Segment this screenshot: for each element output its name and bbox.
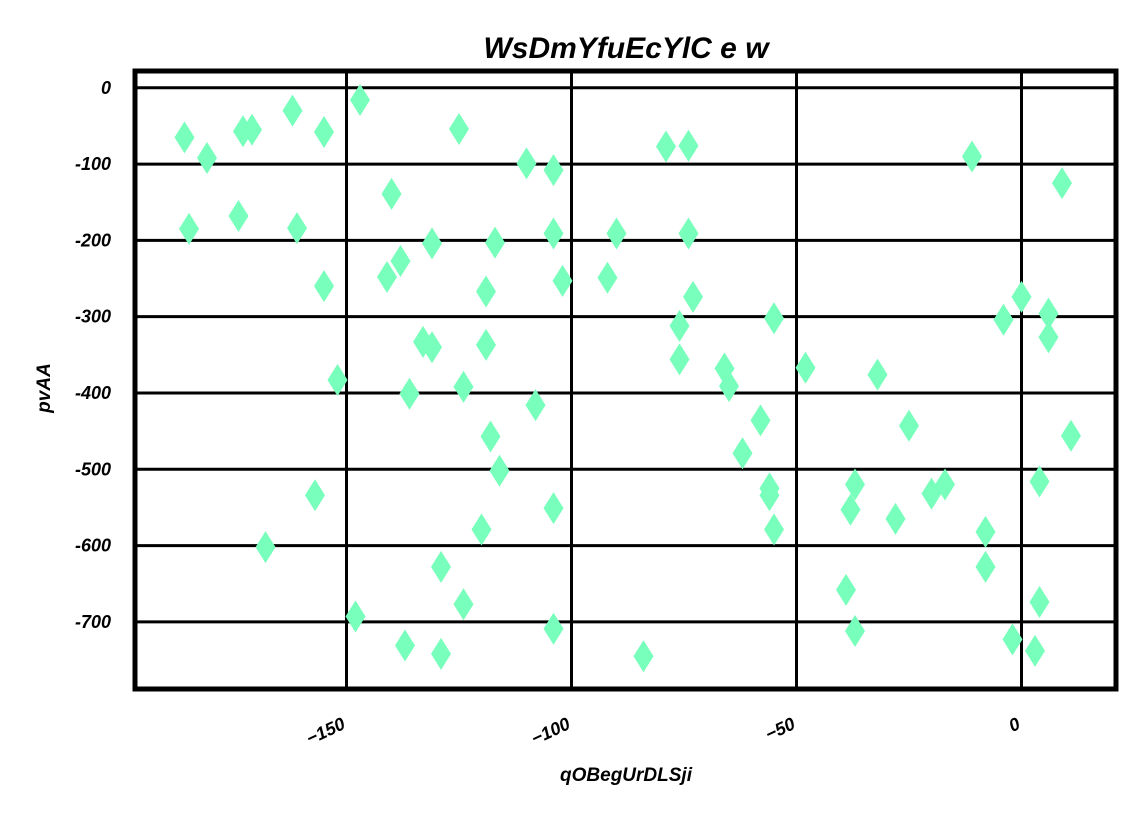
data-point bbox=[525, 389, 546, 422]
data-point bbox=[845, 615, 865, 648]
data-point bbox=[179, 212, 199, 245]
data-point bbox=[476, 328, 496, 361]
x-axis-label: qOBegUrDLSji bbox=[560, 765, 693, 786]
data-point bbox=[305, 479, 325, 512]
data-point bbox=[350, 83, 370, 116]
data-point bbox=[485, 226, 505, 259]
data-point bbox=[845, 468, 865, 501]
y-tick-label: -100 bbox=[75, 154, 111, 174]
data-point bbox=[431, 637, 451, 670]
data-point bbox=[282, 94, 303, 127]
data-point bbox=[750, 404, 771, 437]
data-point bbox=[543, 154, 564, 187]
data-point bbox=[1038, 297, 1059, 330]
data-point bbox=[678, 129, 699, 162]
data-point bbox=[935, 468, 955, 501]
y-tick-label: -500 bbox=[75, 459, 111, 479]
data-point bbox=[633, 640, 654, 673]
data-point bbox=[1011, 280, 1032, 313]
data-point bbox=[669, 343, 690, 376]
data-point bbox=[381, 177, 402, 210]
data-point bbox=[543, 612, 564, 645]
data-point bbox=[975, 550, 996, 583]
data-point bbox=[764, 302, 784, 335]
data-point bbox=[345, 600, 366, 633]
data-point bbox=[543, 217, 564, 250]
data-point bbox=[453, 370, 474, 403]
y-tick-label: -700 bbox=[75, 612, 111, 632]
data-point bbox=[1052, 167, 1072, 200]
data-points bbox=[174, 83, 1081, 673]
data-point bbox=[975, 515, 996, 548]
data-point bbox=[242, 113, 262, 146]
data-point bbox=[327, 364, 348, 396]
data-point bbox=[314, 116, 334, 149]
y-tick-label: -300 bbox=[75, 307, 111, 327]
data-point bbox=[867, 358, 888, 391]
data-point bbox=[174, 121, 195, 154]
data-point bbox=[840, 493, 861, 526]
y-tick-label: -600 bbox=[75, 536, 111, 556]
data-point bbox=[314, 270, 334, 303]
data-point bbox=[480, 420, 501, 453]
data-point bbox=[377, 261, 397, 293]
data-point bbox=[197, 141, 217, 174]
data-point bbox=[656, 130, 676, 163]
chart-title: WsDmYfuEcYlC e w bbox=[483, 32, 770, 65]
y-tick-label: -400 bbox=[75, 383, 111, 403]
data-point bbox=[732, 437, 753, 470]
data-point bbox=[255, 531, 276, 564]
data-point bbox=[836, 573, 856, 606]
data-point bbox=[543, 492, 564, 525]
data-point bbox=[764, 513, 784, 546]
data-point bbox=[390, 244, 411, 277]
data-point bbox=[795, 351, 816, 384]
data-point bbox=[422, 331, 442, 364]
data-point bbox=[993, 303, 1014, 336]
data-point bbox=[1025, 634, 1045, 667]
data-point bbox=[489, 454, 510, 487]
data-point bbox=[431, 550, 451, 583]
data-point bbox=[606, 217, 627, 250]
data-point bbox=[399, 377, 420, 410]
y-axis-label: pvAA bbox=[34, 363, 55, 414]
y-tick-labels: 0 -100 -200 -300 -400 -500 -600 -700 bbox=[75, 78, 111, 632]
data-point bbox=[287, 212, 307, 245]
data-point bbox=[759, 472, 780, 505]
data-point bbox=[422, 227, 442, 260]
data-point bbox=[1002, 623, 1023, 656]
data-point bbox=[552, 264, 573, 297]
data-point bbox=[683, 280, 703, 313]
data-point bbox=[395, 629, 415, 662]
y-tick-label: -200 bbox=[75, 230, 111, 250]
data-point bbox=[597, 261, 618, 294]
data-point bbox=[1029, 586, 1050, 619]
data-point bbox=[516, 147, 537, 180]
data-point bbox=[962, 140, 982, 173]
data-point bbox=[1038, 321, 1059, 354]
y-tick-label: 0 bbox=[101, 78, 111, 98]
data-point bbox=[885, 502, 906, 535]
plot-frame bbox=[132, 68, 1119, 692]
data-point bbox=[669, 309, 690, 342]
data-point bbox=[453, 588, 474, 621]
data-point bbox=[476, 275, 496, 308]
data-point bbox=[228, 199, 249, 232]
data-point bbox=[1029, 465, 1050, 498]
data-point bbox=[471, 513, 492, 546]
data-point bbox=[719, 370, 739, 403]
data-point bbox=[899, 409, 919, 442]
data-point bbox=[678, 217, 699, 250]
data-point bbox=[1061, 419, 1081, 452]
data-point bbox=[449, 112, 469, 145]
